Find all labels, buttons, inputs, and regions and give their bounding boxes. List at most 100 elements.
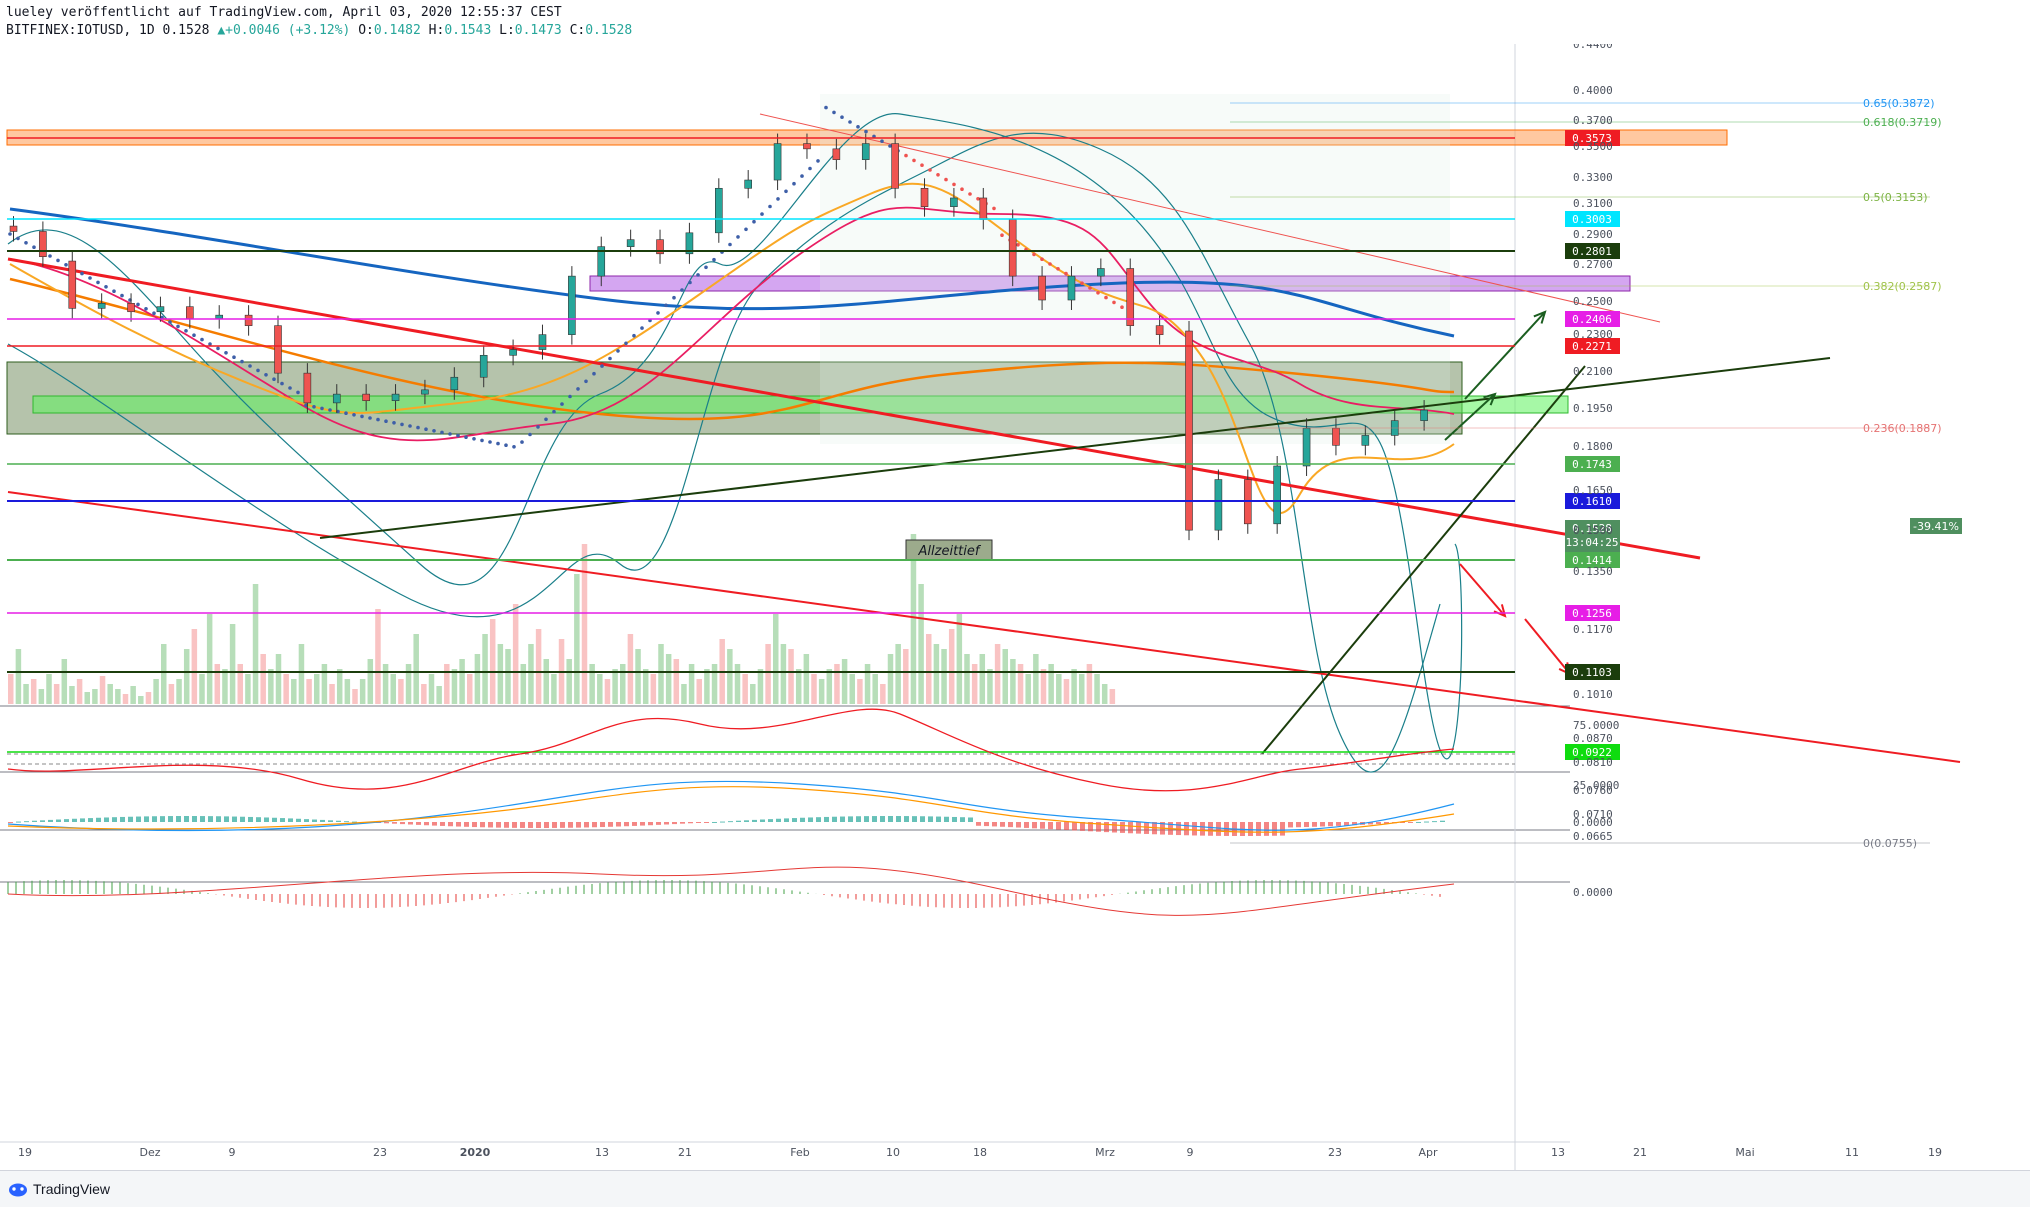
sar-dot [920, 163, 924, 167]
macd-bar [936, 816, 941, 822]
sar-dot [1056, 267, 1060, 271]
price-tick-label: 0.2900 [1573, 228, 1613, 241]
sar-dot [1000, 233, 1004, 237]
macd-bar [472, 822, 477, 828]
candle [744, 179, 752, 189]
volume-bar [811, 674, 817, 704]
sar-dot [656, 311, 660, 315]
macd-signal [7, 786, 1455, 833]
price-tick-label: 0.3300 [1573, 171, 1613, 184]
volume-bar [8, 674, 14, 704]
price-level-label: 0.0922 [1572, 746, 1612, 759]
volume-bar [910, 534, 917, 704]
volume-bar [734, 664, 741, 704]
macd-bar [232, 816, 237, 822]
oscillator-tick-label: 0.0000 [1573, 886, 1613, 899]
candle [1332, 427, 1340, 446]
candle [920, 187, 929, 207]
volume-bar [482, 634, 488, 704]
macd-bar [728, 821, 733, 823]
sar-dot [792, 181, 796, 186]
macd-line [7, 780, 1455, 832]
fib-label: 0.65(0.3872) [1863, 97, 1935, 110]
sar-dot [976, 197, 980, 201]
sar-dot [800, 174, 804, 178]
macd-bar [840, 816, 845, 822]
date-tick-label: 19 [18, 1146, 32, 1159]
macd-bar [216, 816, 221, 822]
macd-bar [1048, 822, 1053, 830]
volume-bar [451, 669, 458, 704]
volume-bar [344, 679, 351, 704]
macd-bar [272, 817, 277, 822]
price-tick-label: 0.0870 [1573, 732, 1613, 745]
macd-bar [280, 818, 285, 822]
sar-dot [168, 320, 172, 324]
volume-bar [161, 644, 167, 704]
price-label-box [1565, 493, 1620, 509]
price-level-label: 0.1414 [1572, 554, 1612, 567]
macd-bar [1256, 822, 1261, 836]
sar-dot [1032, 252, 1036, 257]
macd-bar [984, 822, 989, 827]
sar-dot [624, 341, 628, 346]
macd-bar [208, 816, 213, 822]
volume-bar [405, 664, 412, 704]
macd-bar [392, 822, 397, 824]
macd-bar [536, 822, 541, 828]
sar-dot [544, 417, 548, 422]
macd-bar [736, 820, 741, 822]
projection-arrow [1444, 393, 1496, 441]
sar-dot [528, 432, 532, 437]
macd-bar [480, 822, 485, 828]
price-change: +0.0046 (+3.12%) [225, 23, 351, 38]
date-tick-label: 13 [595, 1146, 609, 1159]
sar-dot [664, 303, 668, 308]
macd-bar [456, 822, 461, 827]
bb-fill [820, 94, 1450, 444]
macd-bar [24, 821, 29, 823]
price-label-box [1565, 744, 1620, 760]
macd-bar [952, 816, 957, 822]
candle [1067, 275, 1076, 301]
sar-dot [144, 307, 148, 311]
allzeittief-label: Allzeittief [918, 544, 982, 559]
macd-bar [64, 819, 69, 822]
macd-bar [488, 822, 493, 828]
price-tick-label: 0.0810 [1573, 756, 1613, 769]
sar-dot [136, 302, 140, 307]
volume-bar [581, 544, 588, 704]
macd-bar [1336, 822, 1341, 826]
price-label-box [1565, 338, 1620, 354]
price-tick-label: 0.2700 [1573, 258, 1613, 271]
candle [1273, 465, 1281, 525]
sar-dot [440, 430, 444, 435]
macd-bar [648, 822, 653, 826]
macd-bar [56, 819, 61, 822]
volume-bar [306, 679, 312, 704]
sar-dot [600, 364, 604, 368]
price-chart[interactable]: Allzeittief -39.41% 0.65(0.3872) 0.618(0.3… [0, 44, 2030, 1170]
sar-dot [520, 440, 524, 444]
candle [186, 306, 194, 319]
rsi-tick-label: 75.0000 [1573, 719, 1619, 732]
macd-bar [416, 822, 421, 825]
volume-bar [574, 574, 580, 704]
macd-bar [512, 822, 517, 828]
macd-bar [592, 822, 597, 828]
chart-grid [0, 44, 1570, 1170]
sar-dot [592, 371, 596, 376]
macd-bar [264, 817, 269, 822]
macd-bar [184, 816, 189, 822]
sar-dot [1104, 295, 1108, 300]
volume-bar [987, 669, 993, 704]
volume-bar [359, 679, 366, 704]
date-tick-label: 9 [1187, 1146, 1194, 1159]
open-value: 0.1482 [373, 23, 421, 38]
volume-bar [895, 644, 901, 704]
volume-bar [329, 684, 335, 704]
price-label-box [1565, 311, 1620, 327]
macd-bar [1080, 822, 1085, 831]
projection-arrow [1459, 563, 1506, 617]
volume-bar [375, 609, 381, 704]
